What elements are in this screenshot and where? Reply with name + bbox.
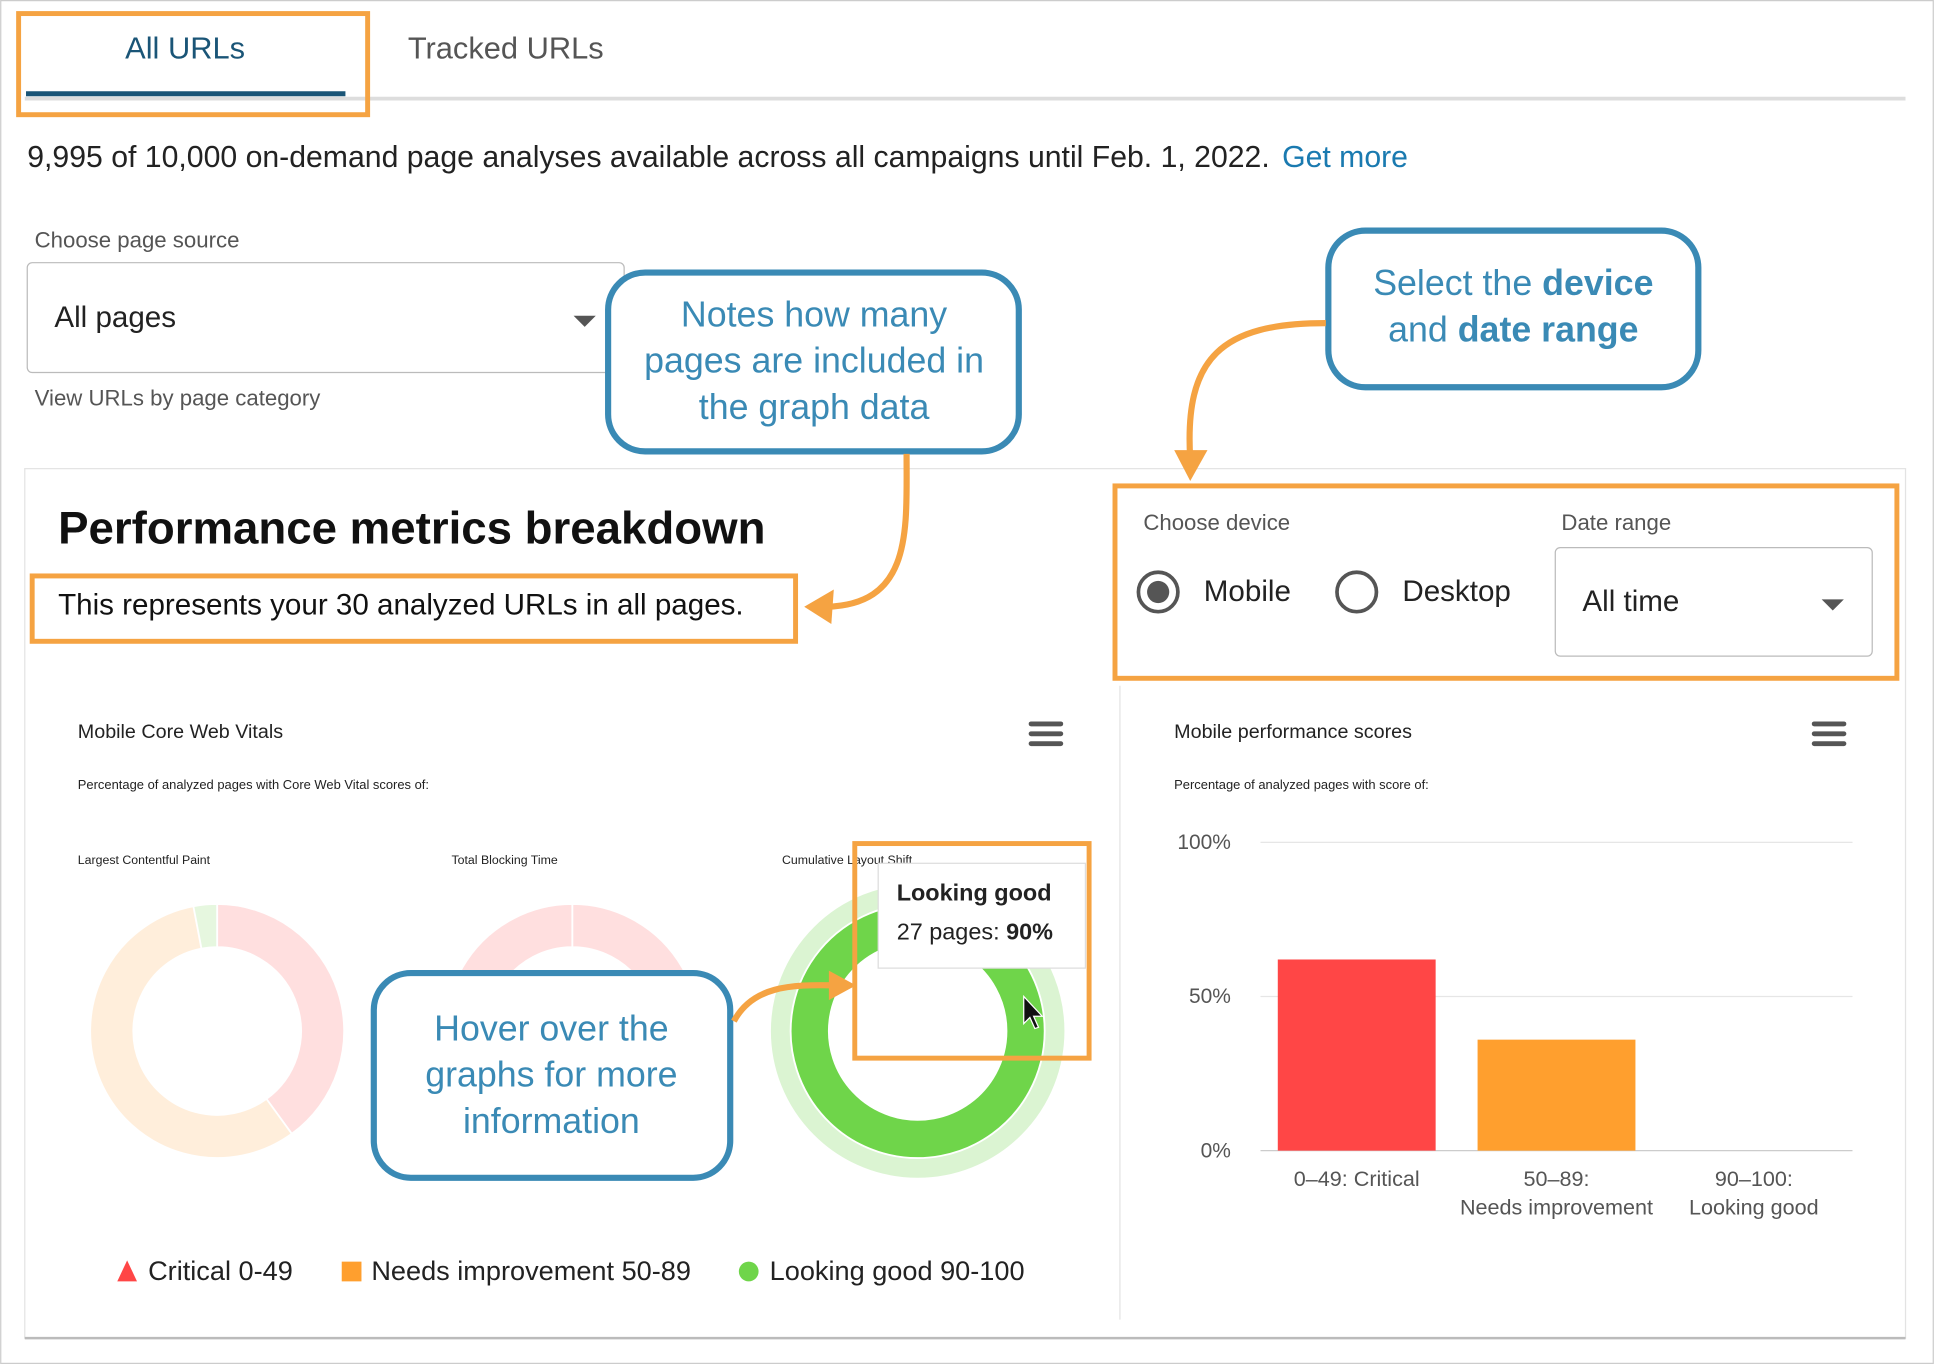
x-tick-line: Needs improvement [1460,1194,1653,1219]
radio[interactable] [1335,570,1379,614]
label: Choose page source [35,228,240,253]
arrowhead [804,589,834,625]
callout-part: and [1388,310,1458,350]
chart-title: Mobile Core Web Vitals [78,721,283,743]
callout-part: date range [1458,310,1639,350]
callout-part: device [1542,264,1653,304]
callout-line: and date range [1388,310,1638,350]
x-tick-line: 50–89: [1524,1166,1590,1191]
tab[interactable]: All URLs [125,31,245,66]
highlight [29,573,799,644]
donut-label: Largest Contentful Paint [78,853,211,867]
bar [1277,959,1436,1151]
arrows [731,320,1326,1023]
y-tick-label: 0% [1201,1139,1231,1162]
x-tick-label: 50–89: Needs improvement [1460,1166,1653,1219]
tooltip-text: 27 pages: 90% [897,919,1053,945]
select-value: All time [1582,585,1679,618]
x-tick-line: Looking good [1689,1194,1819,1219]
select[interactable] [1554,546,1873,657]
callout-line: Notes how many [681,294,947,334]
highlight [1112,483,1900,681]
radio-label: Mobile [1204,575,1291,608]
tooltip-pages: 27 pages: [897,919,1006,945]
highlight [852,841,1092,1061]
caret [573,315,596,327]
help-text: View URLs by page category [35,385,322,410]
tab[interactable]: Tracked URLs [408,31,604,66]
donut-label: Total Blocking Time [451,853,557,867]
legend-label: Needs improvement 50-89 [371,1255,691,1286]
callout [370,969,734,1181]
legend-marker [738,1261,759,1282]
arrow [1186,320,1326,459]
menu-icon[interactable] [1028,721,1064,747]
arrowheads [804,450,1208,1001]
arrowhead [1174,450,1208,481]
callout-texts: Notes how many pages are included in the g… [425,264,1653,1141]
arrowhead [828,970,857,1001]
tooltip [877,862,1087,969]
panel-subtitle: This represents your 30 analyzed URLs in… [58,589,744,622]
donut-slice [216,903,346,1136]
radio-dot [1147,580,1170,604]
highlight [16,11,371,118]
donut-slice [192,903,219,950]
chart-title: Mobile performance scores [1174,721,1412,743]
callout-part: Select the [1373,264,1542,304]
chart-subtitle: Percentage of analyzed pages with Core W… [78,777,429,792]
callout [1325,227,1702,391]
x-tick-label: 90–100: Looking good [1689,1166,1819,1219]
select-value: All pages [54,301,176,334]
callout-line: Hover over the [434,1008,668,1048]
arrow [731,982,837,1023]
callout-line: information [463,1101,640,1141]
callout-line: Select the device [1373,264,1653,304]
bar [1477,1039,1636,1151]
x-tick-line: 90–100: [1715,1166,1793,1191]
chart-subtitle: Percentage of analyzed pages with score … [1174,777,1429,792]
radio-label: Desktop [1402,575,1511,608]
donut-slice [89,905,294,1159]
tooltip-title: Looking good [897,879,1052,905]
legend-label: Critical 0-49 [148,1255,293,1286]
callout-line: graphs for more [425,1055,677,1095]
legend-marker [117,1260,138,1282]
notice: 9,995 of 10,000 on-demand page analyses … [27,141,1408,174]
bar-chart: 0% 50% 100% 0–49: Critical 50–89: Needs impro… [1177,831,1853,1219]
link[interactable]: Get more [1282,141,1408,174]
caret [1821,599,1844,611]
tooltip-percent: 90% [1006,919,1053,945]
legend-label: Looking good 90-100 [770,1255,1025,1286]
y-tick-label: 50% [1189,985,1231,1008]
label: Choose device [1143,510,1290,535]
panel-title: Performance metrics breakdown [58,503,765,554]
callout-line: pages are included in [644,341,984,381]
y-tick-label: 100% [1177,831,1231,854]
notice-text: 9,995 of 10,000 on-demand page analyses … [27,141,1270,174]
legend-marker [341,1261,362,1282]
callout-line: the graph data [699,387,930,427]
arrow [826,453,910,610]
legend: Critical 0-49 Needs improvement 50-89 Look… [117,1255,1025,1286]
cursor [1023,994,1044,1030]
callout [605,269,1022,455]
menu-icon[interactable] [1811,721,1847,747]
x-tick-label: 0–49: Critical [1294,1166,1420,1191]
label: Date range [1561,510,1671,535]
